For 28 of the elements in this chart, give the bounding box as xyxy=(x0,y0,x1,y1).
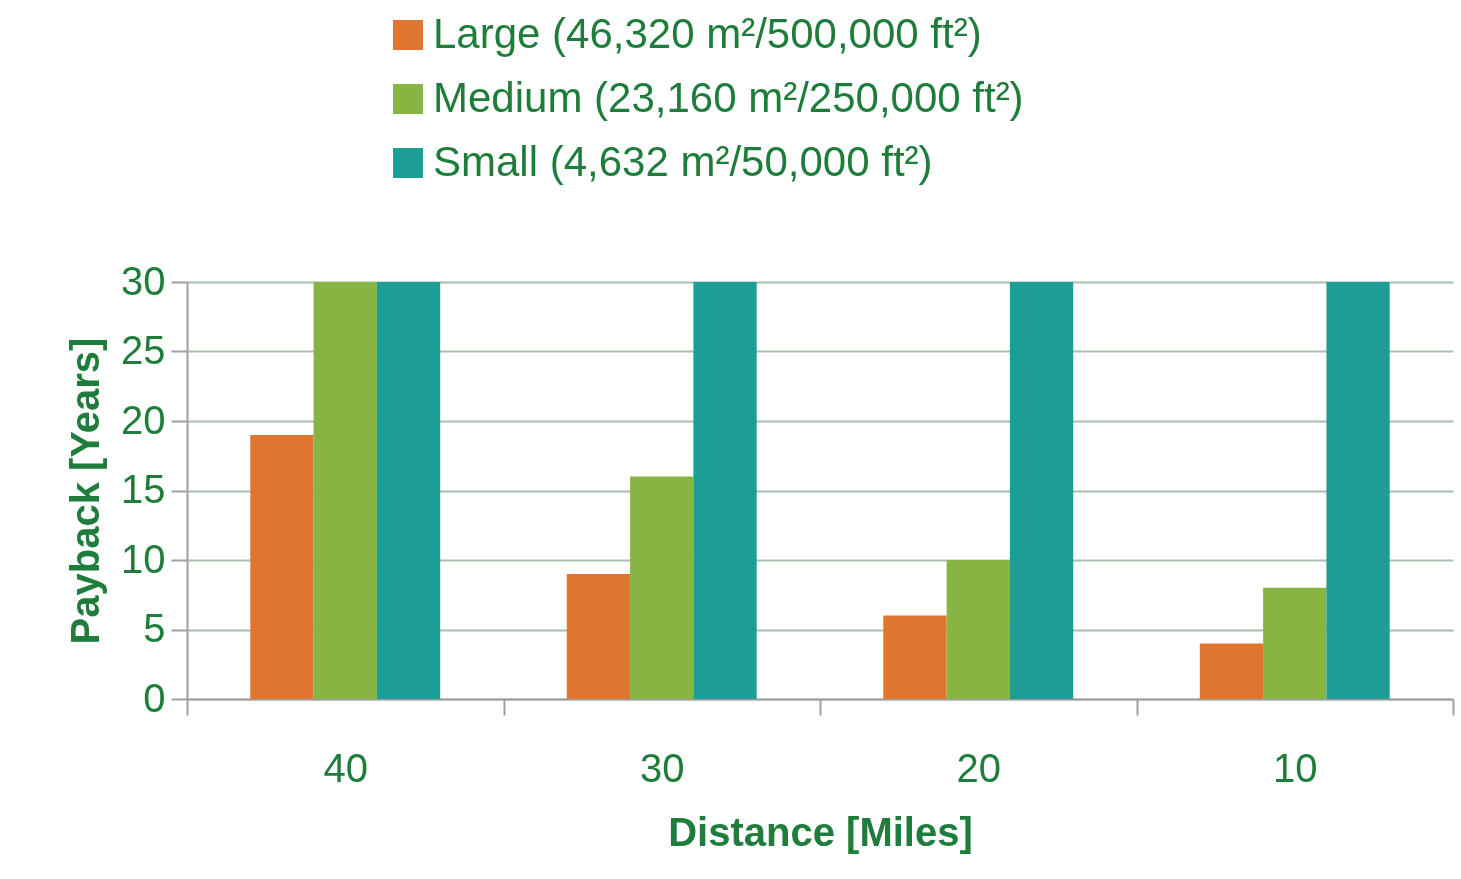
y-tick-label: 0 xyxy=(143,675,166,720)
bar xyxy=(693,282,757,699)
bar xyxy=(1263,587,1327,699)
bar xyxy=(376,282,441,699)
y-tick-label: 20 xyxy=(121,397,166,442)
bar xyxy=(566,573,631,699)
y-tick-label: 10 xyxy=(121,536,166,581)
bar xyxy=(250,434,314,699)
x-tick-label: 10 xyxy=(1273,745,1318,790)
x-tick-label: 40 xyxy=(323,745,368,790)
x-tick-label: 20 xyxy=(956,745,1001,790)
x-tick-label: 30 xyxy=(640,745,685,790)
x-axis-title: Distance [Miles] xyxy=(668,809,973,854)
bar xyxy=(946,560,1010,699)
bar xyxy=(883,615,947,699)
bar xyxy=(1009,282,1074,699)
bar xyxy=(1326,282,1390,699)
y-tick-label: 15 xyxy=(121,467,166,511)
y-tick-label: 25 xyxy=(121,328,166,372)
bar xyxy=(630,476,694,699)
legend-label: Large (46,320 m²/500,000 ft²) xyxy=(433,10,982,57)
legend-label: Medium (23,160 m²/250,000 ft²) xyxy=(433,74,1024,121)
y-axis-title: Payback [Years] xyxy=(63,337,108,645)
y-tick-label: 5 xyxy=(143,606,166,650)
legend-label: Small (4,632 m²/50,000 ft²) xyxy=(433,138,933,185)
bar xyxy=(313,282,377,699)
y-tick-label: 30 xyxy=(121,258,166,303)
bar xyxy=(1199,643,1264,699)
